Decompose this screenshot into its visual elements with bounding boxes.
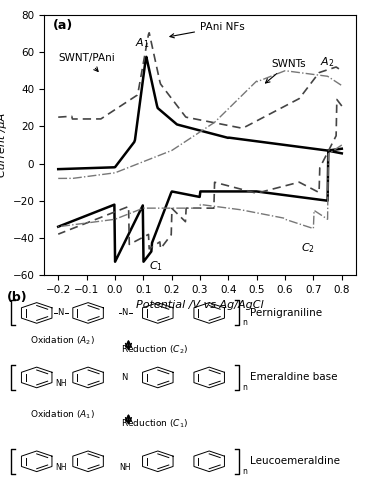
Text: Oxidation $(A_2)$: Oxidation $(A_2)$: [30, 334, 95, 347]
Text: n: n: [242, 383, 247, 392]
Text: $A_1$: $A_1$: [135, 36, 149, 51]
Text: $C_2$: $C_2$: [301, 241, 315, 254]
X-axis label: Potential /V vs Ag/AgCl: Potential /V vs Ag/AgCl: [136, 300, 264, 310]
Text: n: n: [242, 318, 247, 328]
Text: Pernigraniline: Pernigraniline: [250, 308, 322, 318]
Text: SWNTs: SWNTs: [265, 59, 306, 83]
Text: (b): (b): [7, 292, 28, 304]
Text: N: N: [121, 308, 128, 318]
Text: NH: NH: [55, 380, 66, 388]
Text: N: N: [57, 308, 64, 318]
Text: Reduction $(C_1)$: Reduction $(C_1)$: [121, 418, 188, 430]
Text: Leucoemeraldine: Leucoemeraldine: [250, 456, 339, 466]
Text: NH: NH: [119, 463, 131, 472]
Text: n: n: [242, 467, 247, 476]
Text: NH: NH: [55, 463, 66, 472]
Y-axis label: Current /μA: Current /μA: [0, 113, 7, 177]
Text: $C_1$: $C_1$: [149, 260, 163, 273]
Text: N: N: [121, 373, 128, 382]
Text: SWNT/PAni: SWNT/PAni: [58, 54, 115, 72]
Text: $A_2$: $A_2$: [320, 55, 335, 69]
Text: Emeraldine base: Emeraldine base: [250, 372, 337, 382]
Text: Oxidation $(A_1)$: Oxidation $(A_1)$: [30, 409, 95, 422]
Text: PAni NFs: PAni NFs: [170, 22, 245, 38]
Text: (a): (a): [52, 18, 73, 32]
Text: Reduction $(C_2)$: Reduction $(C_2)$: [121, 343, 188, 356]
